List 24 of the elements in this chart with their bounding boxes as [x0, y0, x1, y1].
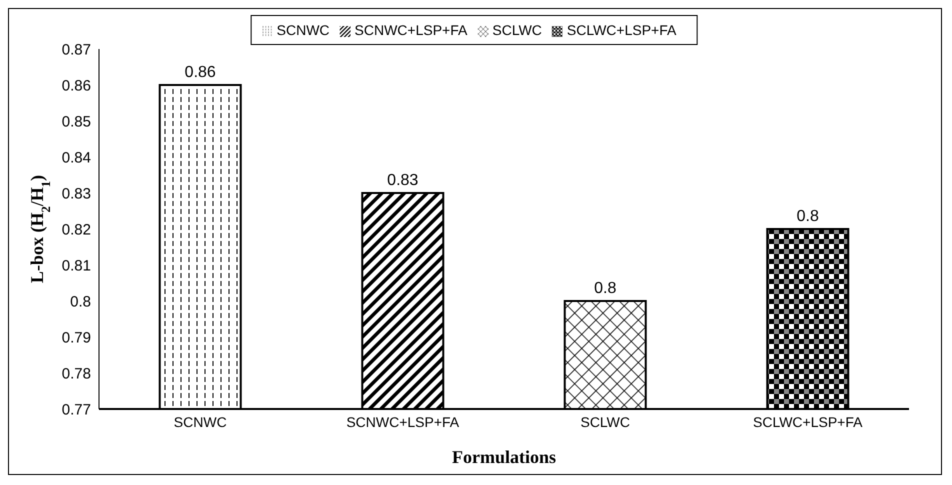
x-tick-label: SCNWC+LSP+FA [346, 414, 460, 430]
data-label: 0.8 [796, 208, 819, 225]
y-tick-label: 0.86 [62, 77, 91, 94]
x-tick-label: SCLWC [580, 414, 630, 430]
x-tick-label: SCLWC+LSP+FA [753, 414, 864, 430]
data-label: 0.86 [184, 64, 216, 81]
data-label: 0.8 [594, 280, 616, 297]
legend-label: SCLWC [492, 22, 542, 38]
legend-label: SCNWC [276, 22, 330, 38]
x-axis-title: Formulations [452, 447, 556, 467]
y-tick-label: 0.84 [62, 149, 91, 166]
y-tick-label: 0.83 [62, 185, 91, 202]
y-tick-label: 0.78 [62, 365, 91, 382]
y-tick-label: 0.85 [62, 113, 91, 130]
x-tick-label: SCNWC [174, 414, 227, 430]
y-tick-label: 0.77 [62, 401, 91, 418]
legend-label: SCLWC+LSP+FA [566, 22, 676, 38]
y-tick-label: 0.8 [70, 293, 91, 310]
data-label: 0.83 [387, 172, 418, 189]
y-tick-label: 0.87 [62, 41, 91, 58]
y-tick-label: 0.79 [62, 329, 91, 346]
y-tick-label: 0.81 [62, 257, 91, 274]
y-tick-label: 0.82 [62, 221, 91, 238]
legend-label: SCNWC+LSP+FA [354, 22, 468, 38]
